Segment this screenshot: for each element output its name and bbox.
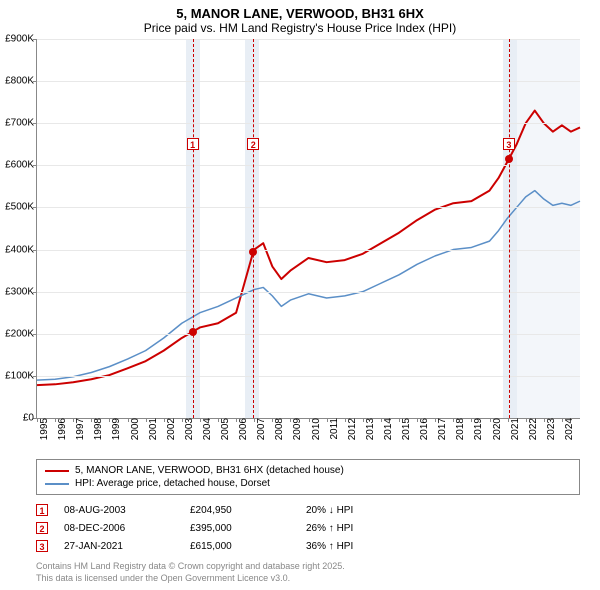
sale-row-price: £615,000 (190, 541, 290, 552)
y-tick-label: £500K (5, 202, 37, 213)
sale-row: 3 27-JAN-2021 £615,000 36% ↑ HPI (36, 537, 580, 555)
x-tick-label: 2008 (272, 418, 285, 440)
sale-row-diff: 36% ↑ HPI (306, 541, 406, 552)
sale-row-price: £395,000 (190, 523, 290, 534)
gridline (37, 123, 580, 124)
sale-marker-line (253, 39, 254, 418)
gridline (37, 292, 580, 293)
sale-marker-label: 3 (503, 138, 515, 150)
y-tick-label: £400K (5, 244, 37, 255)
x-tick-label: 1997 (73, 418, 86, 440)
footer-line1: Contains HM Land Registry data © Crown c… (36, 561, 580, 573)
sale-row-date: 08-AUG-2003 (64, 505, 174, 516)
x-tick-label: 2010 (309, 418, 322, 440)
x-tick-label: 2019 (471, 418, 484, 440)
chart-plot-area: £0£100K£200K£300K£400K£500K£600K£700K£80… (36, 39, 580, 419)
x-tick-label: 2016 (417, 418, 430, 440)
sale-row-date: 08-DEC-2006 (64, 523, 174, 534)
x-tick-label: 2007 (254, 418, 267, 440)
series-price_paid (37, 111, 580, 386)
chart-legend: 5, MANOR LANE, VERWOOD, BH31 6HX (detach… (36, 459, 580, 495)
gridline (37, 39, 580, 40)
sale-marker-dot (189, 328, 197, 336)
x-tick-label: 1998 (91, 418, 104, 440)
legend-item: HPI: Average price, detached house, Dors… (45, 477, 571, 490)
sale-row-diff: 26% ↑ HPI (306, 523, 406, 534)
footer-attribution: Contains HM Land Registry data © Crown c… (36, 561, 580, 584)
chart-subtitle: Price paid vs. HM Land Registry's House … (0, 21, 600, 39)
chart-lines-svg (37, 39, 580, 418)
sale-row-date: 27-JAN-2021 (64, 541, 174, 552)
sales-table: 1 08-AUG-2003 £204,950 20% ↓ HPI 2 08-DEC-200… (36, 501, 580, 555)
x-tick-label: 1999 (109, 418, 122, 440)
gridline (37, 81, 580, 82)
chart-title: 5, MANOR LANE, VERWOOD, BH31 6HX (0, 0, 600, 21)
y-tick-label: £300K (5, 286, 37, 297)
x-tick-label: 2006 (236, 418, 249, 440)
sale-row: 2 08-DEC-2006 £395,000 26% ↑ HPI (36, 519, 580, 537)
x-tick-label: 2018 (453, 418, 466, 440)
sale-marker-label: 2 (247, 138, 259, 150)
legend-label: 5, MANOR LANE, VERWOOD, BH31 6HX (detach… (75, 465, 344, 476)
legend-swatch (45, 483, 69, 485)
x-tick-label: 2009 (290, 418, 303, 440)
y-tick-label: £100K (5, 370, 37, 381)
sale-row-diff: 20% ↓ HPI (306, 505, 406, 516)
x-tick-label: 2001 (146, 418, 159, 440)
sale-marker-dot (505, 155, 513, 163)
sale-marker-label: 1 (187, 138, 199, 150)
sale-row-marker: 3 (36, 540, 48, 552)
y-tick-label: £200K (5, 328, 37, 339)
legend-swatch (45, 470, 69, 472)
gridline (37, 376, 580, 377)
y-tick-label: £600K (5, 160, 37, 171)
sale-row: 1 08-AUG-2003 £204,950 20% ↓ HPI (36, 501, 580, 519)
y-tick-label: £800K (5, 76, 37, 87)
x-tick-label: 2004 (200, 418, 213, 440)
x-tick-label: 2002 (164, 418, 177, 440)
footer-line2: This data is licensed under the Open Gov… (36, 573, 580, 585)
x-tick-label: 1996 (55, 418, 68, 440)
sale-row-price: £204,950 (190, 505, 290, 516)
x-tick-label: 2015 (399, 418, 412, 440)
x-tick-label: 2013 (363, 418, 376, 440)
sale-row-marker: 2 (36, 522, 48, 534)
x-tick-label: 2017 (435, 418, 448, 440)
legend-item: 5, MANOR LANE, VERWOOD, BH31 6HX (detach… (45, 464, 571, 477)
x-tick-label: 2021 (508, 418, 521, 440)
sale-marker-dot (249, 248, 257, 256)
x-tick-label: 2011 (327, 418, 340, 440)
y-tick-label: £0 (23, 413, 37, 424)
y-tick-label: £700K (5, 118, 37, 129)
gridline (37, 207, 580, 208)
gridline (37, 250, 580, 251)
x-tick-label: 1995 (37, 418, 50, 440)
x-tick-label: 2022 (526, 418, 539, 440)
sale-row-marker: 1 (36, 504, 48, 516)
sale-marker-line (509, 39, 510, 418)
x-tick-label: 2000 (128, 418, 141, 440)
x-tick-label: 2014 (381, 418, 394, 440)
x-tick-label: 2012 (345, 418, 358, 440)
x-tick-label: 2020 (490, 418, 503, 440)
x-tick-label: 2003 (182, 418, 195, 440)
sale-marker-line (193, 39, 194, 418)
x-tick-label: 2005 (218, 418, 231, 440)
legend-label: HPI: Average price, detached house, Dors… (75, 478, 270, 489)
series-hpi (37, 191, 580, 381)
y-tick-label: £900K (5, 34, 37, 45)
gridline (37, 334, 580, 335)
x-tick-label: 2023 (544, 418, 557, 440)
gridline (37, 165, 580, 166)
x-tick-label: 2024 (562, 418, 575, 440)
